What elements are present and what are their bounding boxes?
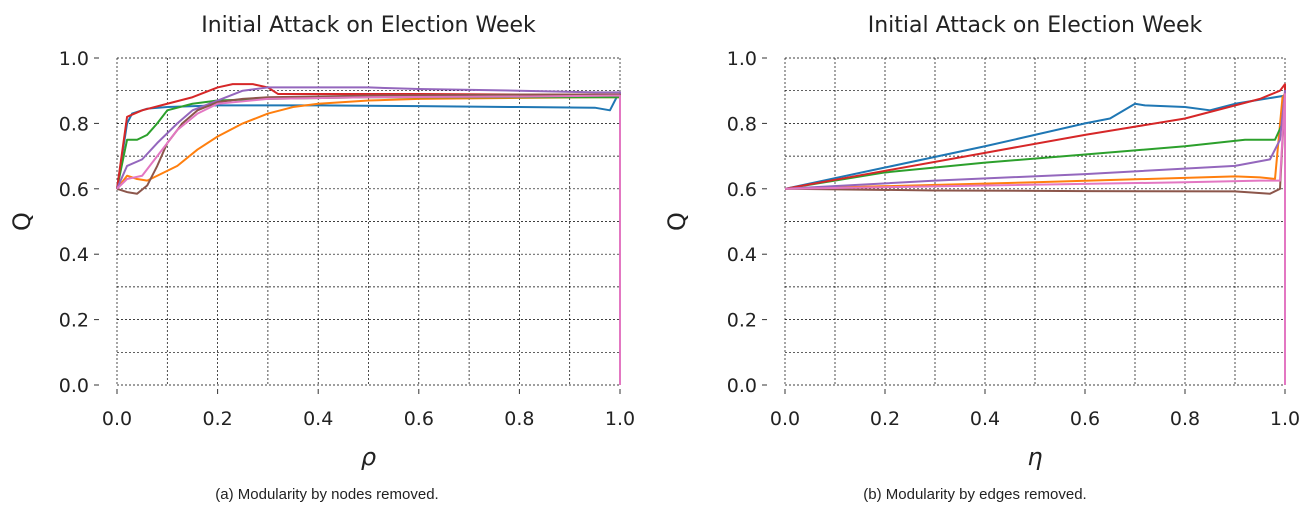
x-tick-label: 0.8	[1170, 408, 1200, 430]
y-tick-label: 0.2	[59, 310, 89, 332]
series-line-6	[116, 93, 621, 385]
chart-title: Initial Attack on Election Week	[868, 13, 1203, 38]
x-tick-label: 0.0	[770, 408, 800, 430]
y-tick-label: 0.6	[727, 179, 757, 201]
series-line-4	[784, 83, 1286, 385]
chart-title: Initial Attack on Election Week	[201, 13, 536, 38]
y-axis-label: Q	[663, 212, 691, 231]
x-tick-label: 0.2	[202, 408, 232, 430]
y-axis-label: Q	[8, 212, 36, 231]
y-tick-label: 0.4	[727, 244, 757, 266]
x-tick-label: 0.2	[870, 408, 900, 430]
y-tick-label: 0.4	[59, 244, 89, 266]
x-tick-label: 0.6	[1070, 408, 1100, 430]
series-line-5	[116, 86, 621, 385]
y-tick-label: 1.0	[727, 48, 757, 70]
chart-a-plot: 0.0 0.2 0.4 0.6 0.8 1.0 0.0 0.2 0.4 0.6 0.8 1.0 Init…	[8, 13, 635, 471]
chart-panel-a: 0.0 0.2 0.4 0.6 0.8 1.0 0.0 0.2 0.4 0.6 0.8 1.0 Init…	[8, 13, 635, 503]
series-line-2	[116, 96, 621, 385]
x-tick-label: 0.8	[504, 408, 534, 430]
series-line-3	[116, 96, 621, 385]
x-tick-label: 1.0	[605, 408, 635, 430]
y-tick-label: 0.8	[59, 113, 89, 135]
caption-a: (a) Modularity by nodes removed.	[215, 486, 439, 503]
series-line-7	[784, 92, 1286, 385]
chart-panel-b: 0.0 0.2 0.4 0.6 0.8 1.0 0.0 0.2 0.4 0.6 0.8 1.0 Init…	[655, 0, 1309, 513]
grid-lines	[784, 57, 1286, 386]
caption-b: (b) Modularity by edges removed.	[863, 486, 1087, 503]
y-tick-label: 0.2	[727, 310, 757, 332]
x-tick-label: 0.4	[970, 408, 1000, 430]
y-tick-label: 0.0	[727, 375, 757, 397]
x-tick-label: 0.6	[404, 408, 434, 430]
y-tick-label: 0.6	[59, 179, 89, 201]
y-tick-label: 0.8	[727, 113, 757, 135]
y-tick-label: 1.0	[59, 48, 89, 70]
x-axis-label: η	[1027, 443, 1042, 471]
x-tick-label: 0.4	[303, 408, 333, 430]
y-tick-label: 0.0	[59, 375, 89, 397]
x-tick-label: 0.0	[102, 408, 132, 430]
chart-b-plot: 0.0 0.2 0.4 0.6 0.8 1.0 0.0 0.2 0.4 0.6 0.8 1.0 Init…	[663, 13, 1300, 471]
x-axis-label: ρ	[361, 443, 376, 471]
x-tick-label: 1.0	[1270, 408, 1300, 430]
series-line-7	[116, 94, 621, 385]
